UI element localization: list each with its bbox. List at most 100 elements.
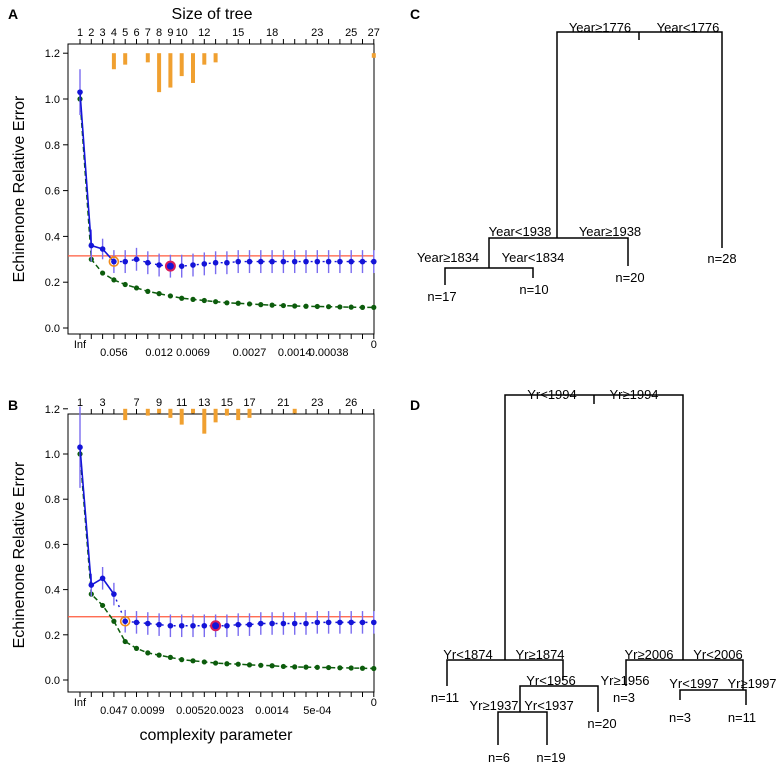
chart-b-importance-bar-19 <box>292 408 297 414</box>
chart-a-importance-bar-4 <box>123 53 128 65</box>
chart-a-x-tick-label-7: 0 <box>371 339 377 351</box>
chart-a-importance-bar-9 <box>179 53 184 77</box>
chart-a-top-tick-label-10: 12 <box>198 27 210 39</box>
tree-d-leaf-4: n=20 <box>587 716 616 731</box>
chart-a-ytick-label-4: 0.8 <box>45 140 60 152</box>
chart-b-resub-point-2 <box>100 602 106 609</box>
chart-b-cv-point-4 <box>122 618 128 625</box>
chart-a-cv-point-21 <box>314 258 321 265</box>
chart-a-resub-point-10 <box>190 296 196 302</box>
chart-a-resub-point-17 <box>269 302 275 308</box>
chart-b-resub-point-26 <box>371 665 377 672</box>
chart-a-resub-point-9 <box>179 295 185 301</box>
tree-d-split2-right-label: Yr≥1874 <box>515 647 564 662</box>
chart-b-top-tick-label-4: 11 <box>176 397 187 409</box>
chart-b-top-tick-label-2: 7 <box>133 397 139 409</box>
chart-b-ytick-label-2: 0.4 <box>45 585 60 597</box>
chart-a-resub-point-11 <box>201 297 207 304</box>
chart-b-resub-point-4 <box>122 638 128 645</box>
chart-b-cv-point-1 <box>88 582 95 588</box>
tree-c-split2-left-label: Year<1938 <box>489 224 552 239</box>
tree-d-split1-right-label: Yr≥1994 <box>609 387 658 402</box>
tree-d-split3-right-label: Yr≥1956 <box>600 673 649 688</box>
chart-a-cv-point-3 <box>111 258 117 265</box>
chart-b-cv-point-2 <box>99 575 106 582</box>
chart-a-min-point <box>164 260 176 272</box>
chart-a-top-tick-label-0: 1 <box>77 27 83 39</box>
chart-a-cv-point-12 <box>212 259 219 266</box>
chart-b-cv-point-7 <box>156 621 162 628</box>
chart-a-cv-point-16 <box>258 258 264 265</box>
chart-b-importance-bar-6 <box>145 408 150 416</box>
chart-a-importance-bar-11 <box>202 53 207 65</box>
chart-b-x-tick-label-6: 5e-04 <box>303 705 331 717</box>
tree-d-split5-left-label: Yr≥2006 <box>624 647 673 662</box>
tree-c-split2-bar <box>488 237 629 266</box>
chart-a-cv-point-6 <box>145 259 151 266</box>
chart-b-importance-bar-15 <box>247 408 252 418</box>
chart-b-resub-point-24 <box>348 665 354 671</box>
tree-d-split5-right-label: Yr<2006 <box>693 647 743 662</box>
tree-c-leaf-2: n=10 <box>519 282 548 297</box>
chart-a-importance-bar-7 <box>157 53 162 93</box>
chart-a-x-tick-label-2: 0.012 <box>145 347 173 359</box>
chart-b-top-tick-label-3: 9 <box>156 397 162 409</box>
chart-b-importance-bar-9 <box>179 408 184 425</box>
chart-b-top-tick-label-6: 15 <box>221 397 233 409</box>
chart-a-cv-point-14 <box>235 258 241 265</box>
chart-b-cv-point-16 <box>258 620 264 627</box>
chart-a-top-tick-label-3: 4 <box>111 27 117 39</box>
tree-c-split1-right-label: Year<1776 <box>657 20 720 35</box>
tree-d-leaf-3: n=19 <box>536 750 565 765</box>
chart-a-top-tick-label-6: 7 <box>145 27 151 39</box>
chart-b-cv-point-13 <box>224 622 230 629</box>
chart-a-cv-point-22 <box>325 258 332 265</box>
chart-a-x-tick-label-3: 0.0069 <box>176 347 210 359</box>
chart-b-cv-point-10 <box>190 622 196 629</box>
chart-a-cv-point-18 <box>280 258 287 265</box>
tree-c-split2-right-label: Year≥1938 <box>579 224 641 239</box>
tree-d <box>446 394 747 745</box>
chart-a-importance-bar-26 <box>371 53 376 58</box>
chart-a-resub-point-18 <box>280 302 286 309</box>
chart-b-cv-point-21 <box>314 619 321 626</box>
panel-letter-b: B <box>8 397 18 413</box>
chart-b-x-tick-label-5: 0.0014 <box>255 705 289 717</box>
chart-b-resub-point-9 <box>179 657 185 663</box>
chart-b-resub-point-17 <box>269 663 275 669</box>
chart-a-top-tick-label-7: 8 <box>156 27 162 39</box>
chart-b-cv-point-19 <box>291 620 298 627</box>
chart-b-cv-point-6 <box>145 620 151 627</box>
tree-d-leaf-2: n=6 <box>488 750 510 765</box>
chart-a-resub-point-7 <box>156 291 162 297</box>
chart-a-importance-bar-3 <box>111 53 116 70</box>
chart-b-cv-point-26 <box>371 619 377 626</box>
chart-b-cv-point-20 <box>303 620 309 627</box>
chart-b-x-tick-label-2: 0.0099 <box>131 705 165 717</box>
chart-a-cv-point-17 <box>269 258 275 265</box>
chart-b-cv-point-3 <box>111 591 117 597</box>
chart-a-importance-bar-8 <box>168 53 173 88</box>
tree-c-split3-right-label: Year<1834 <box>502 250 565 265</box>
chart-b-resub-point-7 <box>156 652 162 658</box>
chart-a-ytick-label-0: 0.0 <box>45 323 60 335</box>
chart-b-top-tick-label-9: 23 <box>311 397 323 409</box>
chart-a-importance-bar-6 <box>145 53 150 63</box>
tree-d-leaf-7: n=11 <box>728 710 756 725</box>
chart-b-resub-point-3 <box>111 618 117 624</box>
chart-a-y-axis: 0.0 0.2 0.4 0.6 0.8 1.0 1.2 <box>45 48 68 335</box>
chart-a-resub-point-20 <box>303 303 309 309</box>
chart-a-x-tick-label-1: 0.056 <box>100 347 128 359</box>
chart-b-min-point <box>210 620 222 632</box>
chart-a-cv-point-1 <box>88 242 95 249</box>
chart-a-cv-point-9 <box>178 263 185 269</box>
chart-a-chosen-point <box>108 256 120 267</box>
tree-d-split6-right-label: Yr≥1997 <box>727 676 776 691</box>
tree-c <box>444 31 723 285</box>
chart-a-x-tick-label-0: Inf <box>74 339 87 351</box>
chart-a-cv-point-4 <box>122 258 128 265</box>
chart-a-resub-point-22 <box>326 304 332 310</box>
tree-c-leaf-1: n=17 <box>427 289 456 304</box>
chart-a-resub-point-6 <box>145 288 151 294</box>
chart-b-x-tick-label-0: Inf <box>74 697 87 709</box>
